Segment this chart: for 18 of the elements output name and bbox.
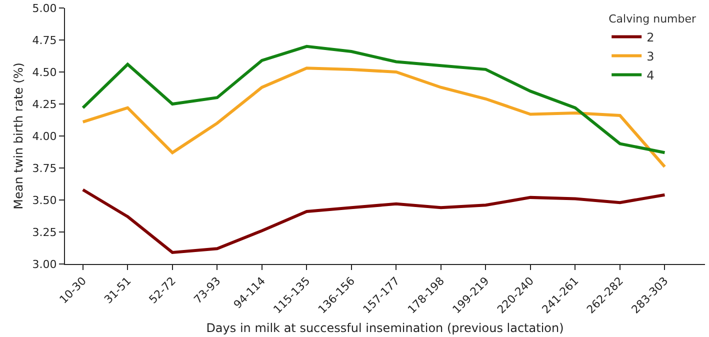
- y-tick-label: 3.75: [32, 162, 57, 175]
- legend-label: 2: [646, 30, 654, 44]
- y-tick-label: 4.25: [32, 98, 57, 111]
- y-tick-label: 4.50: [32, 66, 57, 79]
- line-series: [81, 188, 666, 254]
- legend-label: 3: [646, 49, 654, 64]
- y-tick-label: 4.00: [32, 130, 57, 143]
- legend-title: Calving number: [608, 12, 697, 26]
- y-tick-label: 4.75: [32, 34, 57, 47]
- y-tick-label: 5.00: [32, 2, 57, 15]
- y-axis-title: Mean twin birth rate (%): [12, 62, 26, 210]
- legend-label: 4: [646, 68, 654, 82]
- x-axis-title: Days in milk at successful insemination (previous lactation): [206, 321, 564, 336]
- y-tick-label: 3.50: [32, 194, 57, 207]
- line-series: [81, 66, 666, 168]
- line-series: [81, 44, 666, 154]
- y-tick-label: 3.00: [32, 258, 57, 271]
- y-tick-label: 3.25: [32, 226, 57, 239]
